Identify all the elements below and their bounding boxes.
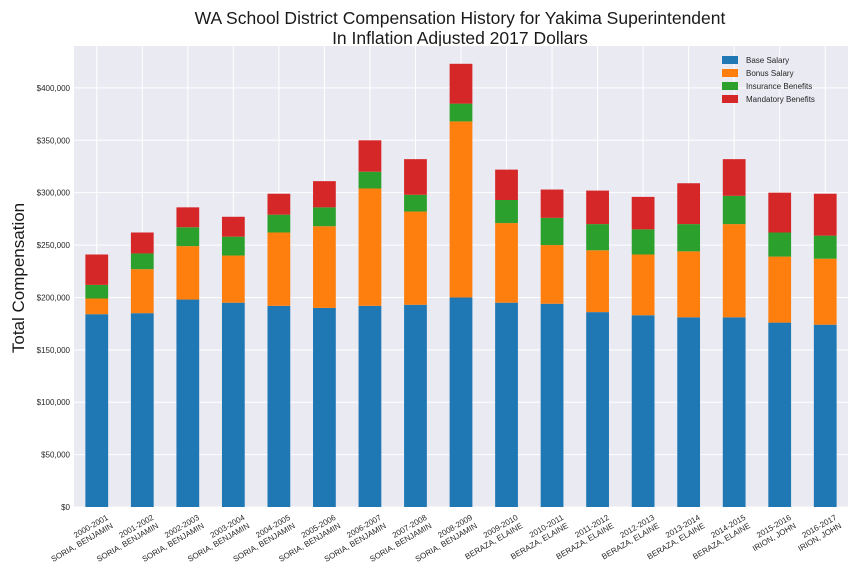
bar-bonus-salary <box>677 251 701 318</box>
bar-mandatory-benefits <box>85 254 109 285</box>
bar-insurance-benefits <box>404 194 427 212</box>
bar-bonus-salary <box>813 258 837 325</box>
chart-title-line-1: WA School District Compensation History … <box>194 8 726 28</box>
y-tick-label: $400,000 <box>37 84 71 93</box>
y-tick-label: $250,000 <box>37 241 71 250</box>
bar-mandatory-benefits <box>586 190 609 225</box>
bar-mandatory-benefits <box>631 196 655 230</box>
bar-bonus-salary <box>130 269 154 314</box>
chart-title-line-2: In Inflation Adjusted 2017 Dollars <box>332 28 588 48</box>
bar-base-salary <box>722 317 746 507</box>
bar-base-salary <box>221 302 245 507</box>
bar-bonus-salary <box>631 254 655 316</box>
y-tick-label: $50,000 <box>41 451 70 460</box>
bar-mandatory-benefits <box>677 183 701 225</box>
bar-insurance-benefits <box>313 207 336 227</box>
chart-title: WA School District Compensation History … <box>0 8 864 48</box>
bar-base-salary <box>677 317 701 507</box>
bar-mandatory-benefits <box>176 207 200 228</box>
bar-bonus-salary <box>768 256 792 323</box>
bar-base-salary <box>540 303 564 507</box>
bar-bonus-salary <box>176 246 200 300</box>
bar-mandatory-benefits <box>449 63 473 104</box>
bar-mandatory-benefits <box>495 169 518 201</box>
bar-mandatory-benefits <box>722 159 746 196</box>
bar-bonus-salary <box>358 188 382 306</box>
y-tick-label: $200,000 <box>37 293 71 302</box>
bar-bonus-salary <box>85 298 109 315</box>
bar-insurance-benefits <box>130 253 154 270</box>
bar-base-salary <box>85 314 109 507</box>
bar-insurance-benefits <box>85 284 109 299</box>
bar-base-salary <box>267 305 291 507</box>
bar-bonus-salary <box>495 223 518 303</box>
y-tick-label: $350,000 <box>37 136 71 145</box>
legend: Base Salary Bonus Salary Insurance Benefit… <box>722 56 815 104</box>
bar-mandatory-benefits <box>267 193 291 215</box>
bar-mandatory-benefits <box>540 189 564 218</box>
legend-label: Bonus Salary <box>746 69 794 78</box>
legend-swatch <box>722 95 738 103</box>
bar-base-salary <box>449 297 473 507</box>
bar-mandatory-benefits <box>813 193 837 236</box>
bar-bonus-salary <box>404 211 427 305</box>
legend-swatch <box>722 69 738 77</box>
bar-mandatory-benefits <box>221 216 245 237</box>
bar-insurance-benefits <box>813 235 837 259</box>
y-tick-labels: $0 $50,000 $100,000 $150,000 $200,000 $250,00… <box>37 84 71 512</box>
bar-bonus-salary <box>586 250 609 313</box>
y-tick-label: $0 <box>61 503 70 512</box>
y-tick-label: $100,000 <box>37 398 71 407</box>
bar-base-salary <box>130 313 154 507</box>
legend-label: Base Salary <box>746 56 789 65</box>
bar-insurance-benefits <box>449 103 473 122</box>
bar-bonus-salary <box>267 232 291 306</box>
bar-base-salary <box>358 305 382 507</box>
bar-mandatory-benefits <box>358 140 382 172</box>
bar-insurance-benefits <box>722 195 746 225</box>
bar-bonus-salary <box>449 121 473 298</box>
bar-insurance-benefits <box>768 232 792 257</box>
bar-bonus-salary <box>313 226 336 308</box>
bar-base-salary <box>631 315 655 507</box>
bar-insurance-benefits <box>176 227 200 247</box>
y-tick-label: $150,000 <box>37 346 71 355</box>
bar-insurance-benefits <box>267 214 291 233</box>
bar-insurance-benefits <box>631 229 655 255</box>
bar-mandatory-benefits <box>313 181 336 208</box>
bar-insurance-benefits <box>540 217 564 246</box>
legend-swatch <box>722 56 738 64</box>
bar-insurance-benefits <box>677 224 701 252</box>
bar-base-salary <box>768 322 792 507</box>
bar-insurance-benefits <box>495 200 518 224</box>
legend-label: Insurance Benefits <box>746 82 812 91</box>
bar-base-salary <box>404 304 427 507</box>
bar-base-salary <box>813 324 837 507</box>
legend-swatch <box>722 82 738 90</box>
y-tick-label: $300,000 <box>37 189 71 198</box>
y-axis-label: Total Compensation <box>9 203 28 353</box>
bar-base-salary <box>313 307 336 507</box>
bar-insurance-benefits <box>586 224 609 251</box>
bars <box>85 63 837 507</box>
bar-base-salary <box>176 299 200 507</box>
bar-bonus-salary <box>540 245 564 304</box>
bar-mandatory-benefits <box>130 232 154 254</box>
bar-insurance-benefits <box>221 236 245 256</box>
bar-base-salary <box>586 312 609 507</box>
legend-label: Mandatory Benefits <box>746 95 815 104</box>
bar-bonus-salary <box>722 224 746 318</box>
bar-mandatory-benefits <box>768 192 792 233</box>
bar-bonus-salary <box>221 255 245 303</box>
bar-base-salary <box>495 302 518 507</box>
bar-mandatory-benefits <box>404 159 427 195</box>
bar-insurance-benefits <box>358 171 382 189</box>
